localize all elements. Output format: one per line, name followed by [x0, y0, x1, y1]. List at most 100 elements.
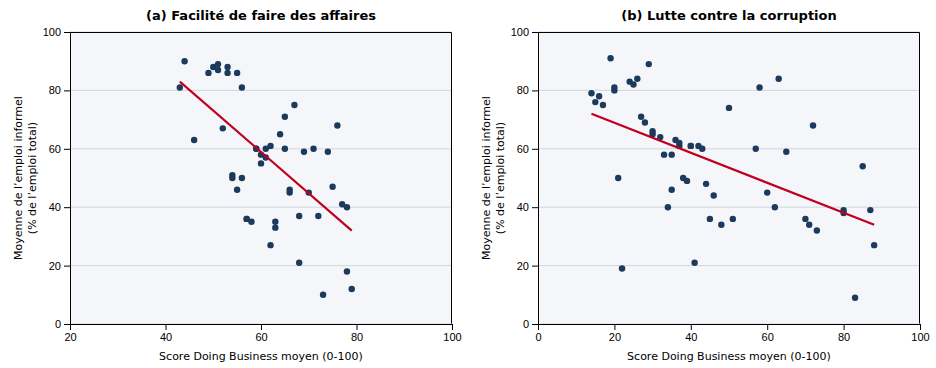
x-axis-label: Score Doing Business moyen (0-100) [627, 350, 831, 363]
tick: 0 [523, 318, 538, 330]
point [215, 61, 221, 67]
tick: 0 [55, 318, 70, 330]
point [676, 140, 682, 146]
tick-mark [357, 324, 358, 330]
grid [70, 32, 452, 324]
tick: 80 [49, 84, 70, 96]
tick: 20 [517, 260, 538, 272]
tick-mark [64, 32, 70, 33]
point [239, 175, 245, 181]
plot-background [70, 32, 452, 324]
y-axis-label-line: Moyenne de l’emploi informel [12, 96, 25, 260]
point [630, 81, 636, 87]
point [802, 216, 808, 222]
point [810, 122, 816, 128]
point [282, 113, 288, 119]
point [699, 146, 705, 152]
tick-label: 0 [55, 318, 61, 330]
grid-line [538, 148, 920, 149]
tick: 40 [160, 324, 172, 343]
point [239, 84, 245, 90]
point [646, 61, 652, 67]
point [344, 268, 350, 274]
point [615, 175, 621, 181]
point [753, 146, 759, 152]
grid-line [70, 148, 452, 149]
tick: 60 [255, 324, 267, 343]
point [277, 131, 283, 137]
point [607, 55, 613, 61]
point [315, 213, 321, 219]
point [258, 160, 264, 166]
grid-line [538, 265, 920, 266]
trend-line [591, 114, 874, 225]
tick-label: 100 [443, 331, 461, 343]
point [596, 93, 602, 99]
plot-background [538, 32, 920, 324]
tick-label: 40 [685, 331, 697, 343]
point [329, 184, 335, 190]
tick: 60 [762, 324, 774, 343]
point [191, 137, 197, 143]
tick-label: 20 [49, 260, 61, 272]
tick: 40 [49, 201, 70, 213]
tick-mark [532, 207, 538, 208]
x-axis: 020406080100 [535, 324, 929, 343]
point [177, 84, 183, 90]
tick-label: 40 [517, 201, 529, 213]
grid-line [70, 265, 452, 266]
tick-mark [64, 149, 70, 150]
tick-mark [261, 324, 262, 330]
grid-line [70, 90, 452, 91]
point [642, 119, 648, 125]
title: (b) Lutte contre la corruption [621, 8, 837, 23]
point [611, 84, 617, 90]
point [296, 213, 302, 219]
y-axis-label: Moyenne de l’emploi informel(% de l’empl… [12, 96, 39, 260]
tick: 0 [535, 324, 541, 343]
tick-mark [64, 90, 70, 91]
point [229, 172, 235, 178]
tick-label: 0 [523, 318, 529, 330]
point [756, 84, 762, 90]
point [267, 242, 273, 248]
tick-mark [64, 207, 70, 208]
grid-line [538, 90, 920, 91]
point [234, 186, 240, 192]
point [669, 186, 675, 192]
axis-line [64, 33, 71, 325]
point [215, 67, 221, 73]
title: (a) Facilité de faire des affaires [146, 8, 376, 23]
x-axis: 20406080100 [64, 324, 461, 343]
scatter-points [177, 58, 355, 298]
point [248, 219, 254, 225]
tick-label: 60 [762, 331, 774, 343]
point [267, 143, 273, 149]
point [871, 242, 877, 248]
point [282, 146, 288, 152]
tick-label: 40 [49, 201, 61, 213]
point [224, 64, 230, 70]
tick: 100 [511, 26, 538, 38]
point [619, 265, 625, 271]
tick: 40 [517, 201, 538, 213]
tick-label: 20 [517, 260, 529, 272]
point [310, 146, 316, 152]
point [691, 259, 697, 265]
tick-label: 60 [49, 143, 61, 155]
tick-label: 80 [517, 84, 529, 96]
point [600, 102, 606, 108]
tick-mark [844, 324, 845, 330]
tick-mark [64, 266, 70, 267]
tick-label: 60 [517, 143, 529, 155]
point [638, 113, 644, 119]
tick-label: 100 [511, 26, 529, 38]
point [711, 192, 717, 198]
tick-mark [691, 324, 692, 330]
tick-label: 80 [838, 331, 850, 343]
point [703, 181, 709, 187]
tick-mark [532, 324, 538, 325]
tick-mark [532, 149, 538, 150]
point [764, 189, 770, 195]
y-axis-label-line: (% de l’emploi total) [26, 122, 39, 234]
